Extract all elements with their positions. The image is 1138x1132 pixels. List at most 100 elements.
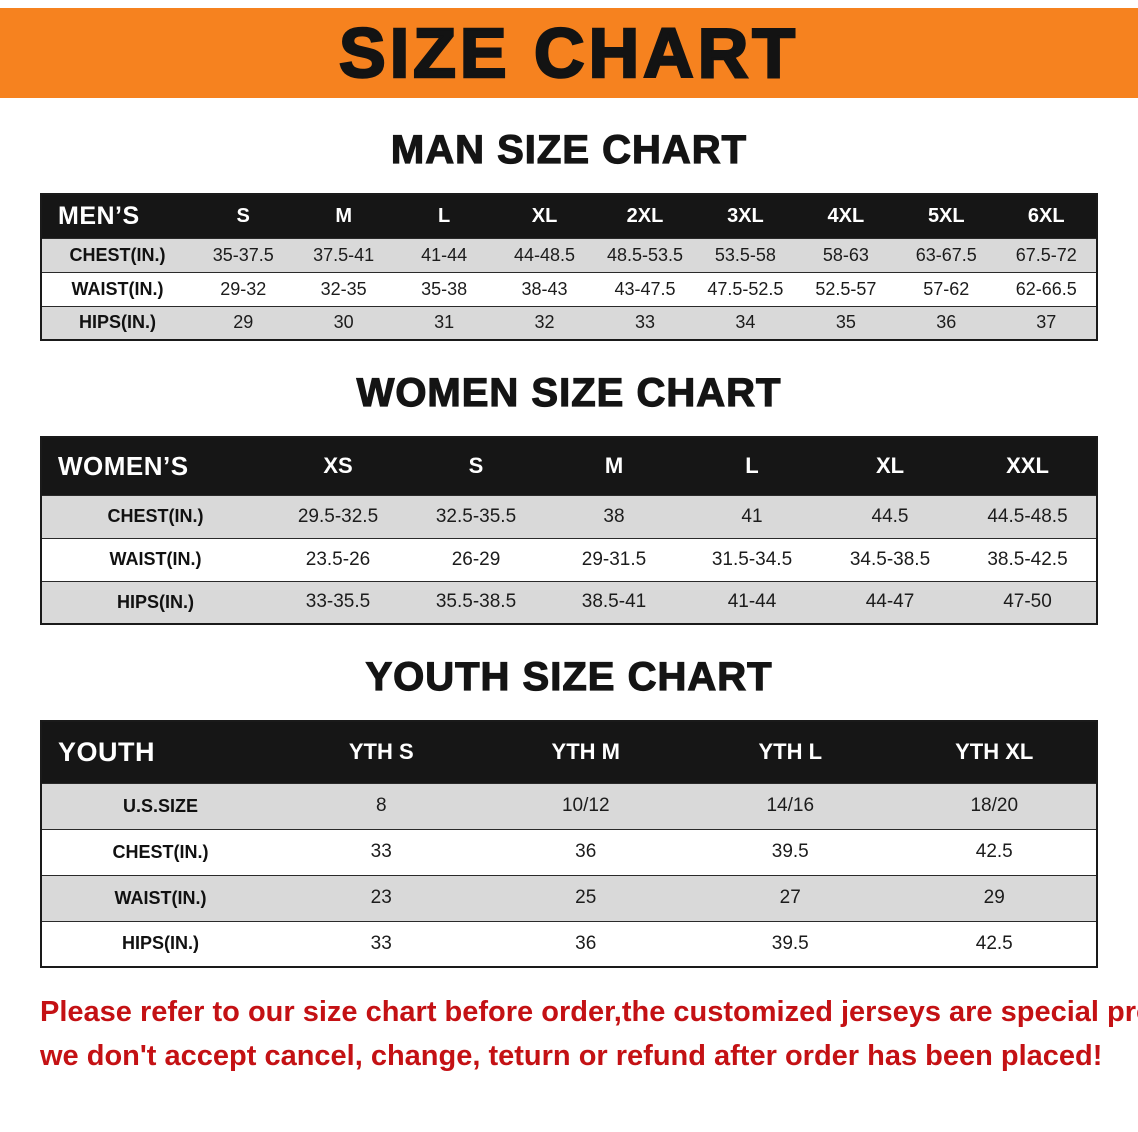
size-column-header: YTH M [551, 739, 620, 765]
size-value: 39.5 [771, 841, 809, 862]
size-column-header: 2XL [626, 204, 664, 227]
size-value: 34.5-38.5 [849, 548, 931, 570]
row-label: CHEST(IN.) [107, 506, 204, 526]
size-value: 31.5-34.5 [711, 548, 793, 570]
table-row: CHEST(IN.) 29.5-32.5 32.5-35.5 38 41 44.5 44.5… [41, 495, 1097, 538]
size-value: 47-50 [1003, 591, 1052, 613]
row-label: CHEST(IN.) [69, 244, 166, 265]
size-column-header: L [745, 453, 759, 479]
table-row: HIPS(IN.) 33 36 39.5 42.5 [41, 921, 1097, 967]
size-value: 30 [333, 312, 354, 333]
size-value: 31 [434, 312, 455, 333]
size-value: 38.5-41 [581, 591, 647, 613]
size-value: 29.5-32.5 [297, 505, 379, 527]
order-notice: Please refer to our size chart before or… [40, 994, 1138, 1075]
size-value: 33 [370, 841, 392, 862]
size-value: 35-38 [421, 278, 468, 299]
page-title: SIZE CHART [338, 13, 799, 94]
size-value: 29 [233, 312, 254, 333]
size-column-header: XXL [1006, 453, 1049, 479]
size-value: 42.5 [975, 841, 1013, 862]
size-value: 43-47.5 [614, 278, 676, 299]
men-size-section: MAN SIZE CHART MEN’S S M L XL 2XL 3XL 4XL 5XL 6XL… [0, 127, 1138, 341]
size-value: 48.5-53.5 [606, 244, 683, 265]
size-column-header: YTH S [348, 739, 414, 765]
size-column-header: M [335, 204, 352, 227]
size-column-header: S [468, 453, 484, 479]
size-column-header: 6XL [1027, 204, 1065, 227]
table-row: HIPS(IN.) 33-35.5 35.5-38.5 38.5-41 41-44 44-… [41, 581, 1097, 624]
size-value: 63-67.5 [915, 244, 977, 265]
size-value: 14/16 [766, 795, 815, 816]
table-corner-label: YOUTH [58, 736, 155, 767]
size-value: 29 [983, 887, 1005, 908]
size-value: 26-29 [451, 548, 501, 570]
size-value: 38-43 [521, 278, 568, 299]
table-row: WAIST(IN.) 29-32 32-35 35-38 38-43 43-47.5 47.… [41, 272, 1097, 306]
size-value: 23 [370, 887, 392, 908]
table-row: WAIST(IN.) 23 25 27 29 [41, 875, 1097, 921]
size-value: 42.5 [975, 932, 1013, 954]
size-value: 67.5-72 [1015, 244, 1077, 265]
size-value: 32-35 [320, 278, 367, 299]
row-label: HIPS(IN.) [78, 312, 156, 333]
size-value: 18/20 [970, 795, 1019, 816]
size-column-header: XL [875, 453, 905, 479]
size-value: 34 [735, 312, 756, 333]
size-column-header: YTH XL [955, 739, 1034, 765]
size-column-header: L [437, 204, 451, 227]
table-row: CHEST(IN.) 35-37.5 37.5-41 41-44 44-48.5 48.5… [41, 238, 1097, 272]
size-value: 52.5-57 [815, 278, 877, 299]
men-size-table: MEN’S S M L XL 2XL 3XL 4XL 5XL 6XL CHEST(IN.) 35-37… [40, 193, 1098, 341]
size-value: 57-62 [923, 278, 970, 299]
youth-size-table: YOUTH YTH S YTH M YTH L YTH XL U.S.SIZE 8 10/12… [40, 720, 1098, 968]
size-value: 39.5 [771, 932, 809, 954]
size-value: 41-44 [727, 591, 777, 613]
notice-line-2: we don't accept cancel, change, teturn o… [40, 1040, 1103, 1073]
women-size-section: WOMEN SIZE CHART WOMEN’S XS S M L XL XXL CHEST(… [0, 370, 1138, 625]
size-value: 32.5-35.5 [435, 505, 517, 527]
size-value: 33-35.5 [305, 591, 371, 613]
size-column-header: 4XL [827, 204, 865, 227]
size-value: 44.5 [871, 505, 909, 527]
size-value: 36 [575, 932, 597, 954]
size-value: 38.5-42.5 [987, 548, 1068, 570]
size-value: 35-37.5 [212, 244, 274, 265]
size-value: 27 [779, 887, 801, 908]
size-value: 41-44 [421, 244, 468, 265]
size-column-header: S [236, 204, 250, 227]
table-corner-label: MEN’S [58, 201, 140, 230]
size-column-header: YTH L [758, 739, 823, 765]
women-section-title: WOMEN SIZE CHART [356, 370, 782, 415]
row-label: HIPS(IN.) [116, 591, 194, 612]
size-value: 44.5-48.5 [987, 505, 1068, 527]
size-column-header: 3XL [727, 204, 764, 227]
size-value: 41 [741, 505, 763, 527]
table-header-row: YOUTH YTH S YTH M YTH L YTH XL [41, 721, 1097, 783]
row-label: WAIST(IN.) [109, 549, 202, 569]
table-row: CHEST(IN.) 33 36 39.5 42.5 [41, 829, 1097, 875]
youth-size-section: YOUTH SIZE CHART YOUTH YTH S YTH M YTH L YTH… [0, 654, 1138, 968]
size-value: 8 [375, 795, 387, 816]
size-value: 58-63 [822, 244, 869, 265]
table-corner-label: WOMEN’S [58, 450, 189, 481]
row-label: CHEST(IN.) [112, 841, 209, 862]
table-header-row: WOMEN’S XS S M L XL XXL [41, 437, 1097, 495]
size-column-header: XS [323, 453, 353, 479]
size-value: 44-47 [865, 591, 915, 613]
women-size-table: WOMEN’S XS S M L XL XXL CHEST(IN.) 29.5-32.5 32.5… [40, 436, 1098, 625]
size-column-header: M [604, 453, 624, 479]
size-value: 62-66.5 [1015, 278, 1077, 299]
size-value: 33 [634, 312, 655, 333]
size-value: 25 [575, 887, 597, 908]
youth-section-title: YOUTH SIZE CHART [365, 654, 773, 699]
size-column-header: 5XL [927, 204, 965, 227]
table-row: WAIST(IN.) 23.5-26 26-29 29-31.5 31.5-34.5 34… [41, 538, 1097, 581]
size-value: 37.5-41 [313, 244, 375, 265]
size-value: 44-48.5 [514, 244, 576, 265]
size-value: 35 [835, 312, 856, 333]
size-column-header: XL [531, 204, 558, 227]
size-value: 33 [370, 932, 392, 954]
row-label: U.S.SIZE [122, 795, 198, 816]
